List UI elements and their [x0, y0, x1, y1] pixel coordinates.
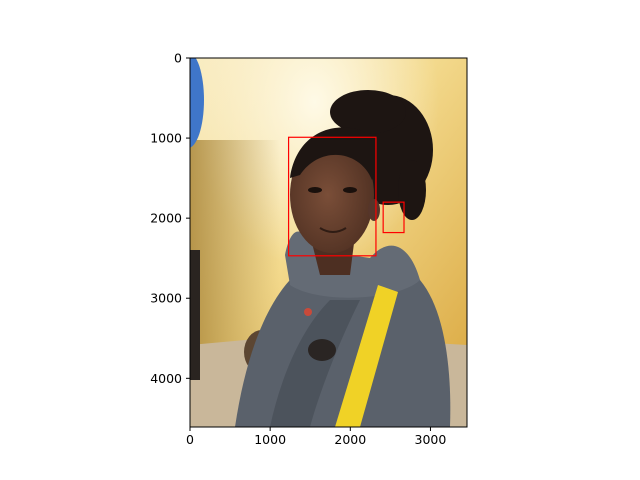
- axes-frame: [189, 57, 468, 428]
- y-tick-label: 1000: [150, 131, 182, 146]
- x-tick-label: 3000: [415, 432, 447, 447]
- bounding-box-ear: [382, 201, 405, 234]
- y-tick-label: 3000: [150, 291, 182, 306]
- bounding-box-face: [287, 136, 377, 257]
- x-tick-label: 1000: [254, 432, 286, 447]
- x-tick-label: 2000: [334, 432, 366, 447]
- x-tick-label: 0: [186, 432, 194, 447]
- y-axis-ticks: 0 1000 2000 3000 4000: [150, 51, 190, 386]
- y-tick-label: 0: [174, 51, 182, 66]
- y-tick-label: 2000: [150, 211, 182, 226]
- x-axis-ticks: 0 1000 2000 3000: [186, 427, 446, 447]
- bounding-boxes: [287, 136, 405, 257]
- y-tick-label: 4000: [150, 371, 182, 386]
- photo-image: [190, 58, 467, 427]
